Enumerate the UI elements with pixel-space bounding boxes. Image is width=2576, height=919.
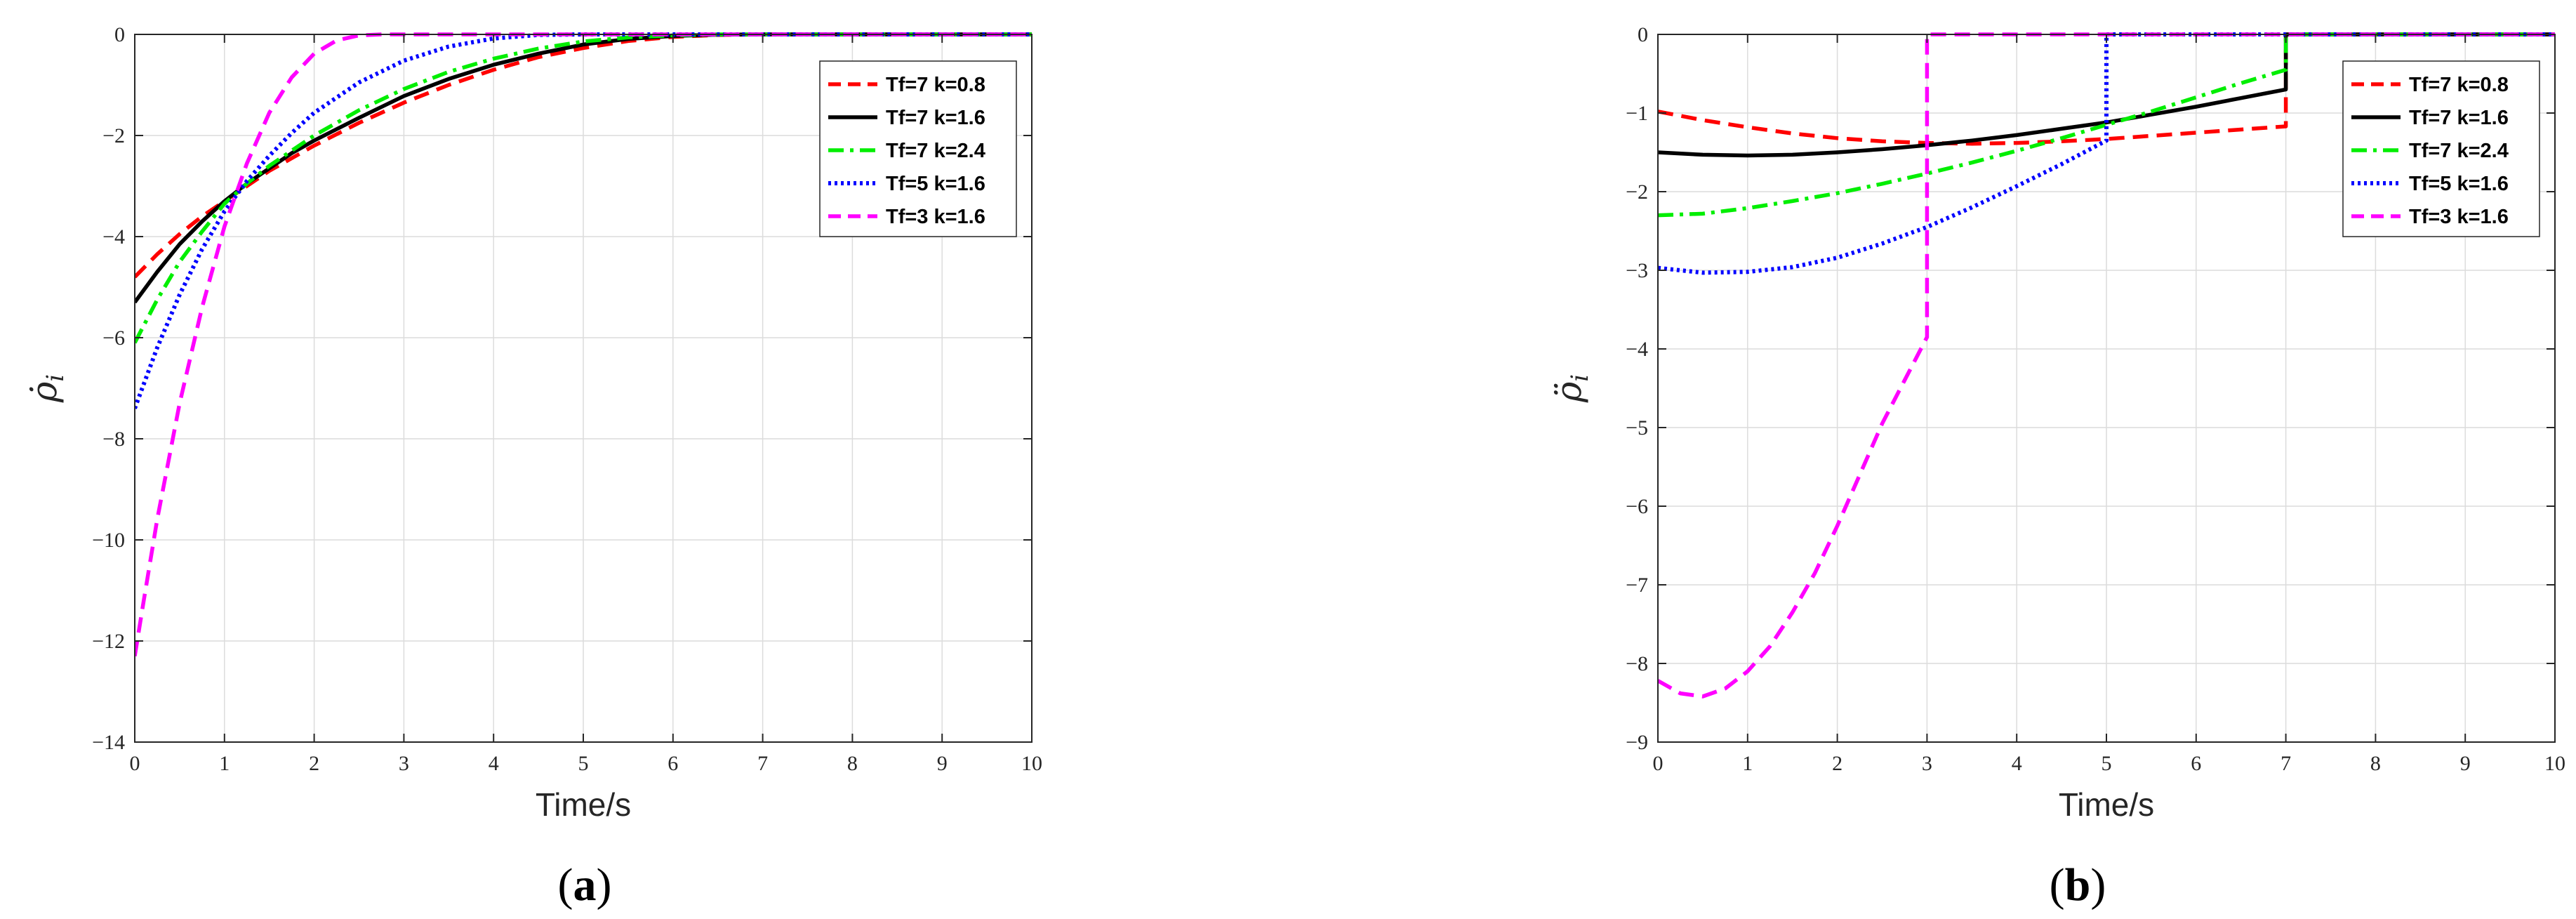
chart-a-series-2-line (135, 32, 1032, 304)
chart-a-y-tick-label: −14 (92, 731, 125, 754)
chart-b-legend-label-4: Tf=5 k=1.6 (2409, 173, 2509, 195)
chart-b-x-tick-label: 3 (1922, 752, 1932, 775)
chart-b-y-tick-label: −9 (1626, 731, 1648, 754)
chart-a-legend-label-4: Tf=5 k=1.6 (886, 173, 985, 195)
chart-b-y-axis-label: ρ̈i (1548, 374, 1594, 403)
chart-a-legend-label-2: Tf=7 k=1.6 (886, 107, 985, 129)
chart-a-y-tick-label: −8 (102, 428, 125, 451)
chart-b-series-3-line (1658, 32, 2555, 218)
chart-b-y-tick-label: −8 (1626, 652, 1648, 675)
chart-a-series-1-line (135, 32, 1032, 279)
chart-a: (a) 0 1 2 3 4 5 6 7 8 9 10 0 −2 −4 −6 −8 −10 −12 −14 Time/s… (24, 23, 1042, 911)
chart-a-x-tick-label: 9 (937, 752, 948, 775)
chart-b-y-tick-label: −6 (1626, 495, 1648, 518)
chart-a-y-tick-label: −10 (92, 529, 125, 552)
chart-a-series-3-line (135, 32, 1032, 344)
chart-a-y-axis-label: ρ̇i (24, 374, 69, 403)
chart-b-legend-label-1: Tf=7 k=0.8 (2409, 74, 2509, 96)
chart-b-legend-label-3: Tf=7 k=2.4 (2409, 140, 2509, 162)
chart-a-y-tick-label: −4 (102, 225, 125, 249)
chart-b-x-tick-label: 1 (1742, 752, 1753, 775)
chart-a-x-tick-label: 6 (668, 752, 678, 775)
chart-b-series-2-line (1658, 32, 2555, 158)
chart-b-x-tick-label: 0 (1653, 752, 1664, 775)
chart-b-y-tick-label: −3 (1626, 259, 1648, 282)
chart-a-x-tick-label: 0 (130, 752, 140, 775)
chart-b-y-tick-label: −7 (1626, 574, 1648, 597)
chart-b-y-tick-label: −1 (1626, 102, 1648, 125)
chart-a-x-tick-label: 1 (219, 752, 230, 775)
chart-a-x-axis-label: Time/s (536, 786, 631, 823)
chart-b-x-tick-label: 2 (1832, 752, 1843, 775)
chart-b: (b) 0 1 2 3 4 5 6 7 8 9 10 0 −1 −2 −3 −4 −5 −6 −7 −8 −9 Time/… (1548, 23, 2565, 911)
chart-b-y-tick-label: −4 (1626, 338, 1648, 361)
chart-a-x-tick-label: 4 (489, 752, 499, 775)
chart-b-series-5-line (1658, 32, 2555, 699)
chart-a-y-tick-label: −12 (92, 630, 125, 653)
chart-a-legend-label-5: Tf=3 k=1.6 (886, 206, 985, 228)
chart-b-y-tick-label: −2 (1626, 180, 1648, 204)
chart-b-x-axis-label: Time/s (2059, 786, 2154, 823)
chart-a-y-tick-label: −6 (102, 326, 125, 350)
chart-b-x-tick-label: 9 (2460, 752, 2471, 775)
chart-b-y-tick-label: 0 (1638, 23, 1648, 46)
caption-a-letter: a (573, 859, 597, 911)
chart-b-series-4-line (1658, 32, 2555, 275)
chart-a-x-tick-label: 10 (1021, 752, 1042, 775)
chart-a-legend-label-3: Tf=7 k=2.4 (886, 140, 985, 162)
chart-b-legend-label-2: Tf=7 k=1.6 (2409, 107, 2509, 129)
chart-b-x-tick-label: 7 (2280, 752, 2291, 775)
chart-a-x-tick-label: 3 (399, 752, 409, 775)
chart-b-series-1-line (1658, 32, 2555, 146)
chart-b-x-tick-label: 5 (2102, 752, 2112, 775)
chart-b-x-tick-label: 6 (2191, 752, 2201, 775)
chart-a-x-tick-label: 5 (578, 752, 589, 775)
chart-a-series-4-line (135, 32, 1032, 409)
chart-a-x-tick-label: 2 (309, 752, 319, 775)
chart-b-legend-label-5: Tf=3 k=1.6 (2409, 206, 2509, 228)
chart-a-y-tick-label: 0 (114, 23, 125, 46)
chart-a-y-tick-label: −2 (102, 124, 125, 147)
chart-b-y-tick-label: −5 (1626, 416, 1648, 439)
chart-b-x-tick-label: 4 (2012, 752, 2022, 775)
caption-b-letter: b (2065, 859, 2091, 911)
caption-b: (b) (2050, 859, 2106, 911)
chart-a-x-tick-label: 7 (757, 752, 768, 775)
chart-a-legend-label-1: Tf=7 k=0.8 (886, 74, 985, 96)
caption-a: (a) (558, 859, 612, 911)
chart-b-x-tick-label: 10 (2544, 752, 2565, 775)
chart-b-x-tick-label: 8 (2370, 752, 2381, 775)
chart-a-x-tick-label: 8 (847, 752, 858, 775)
